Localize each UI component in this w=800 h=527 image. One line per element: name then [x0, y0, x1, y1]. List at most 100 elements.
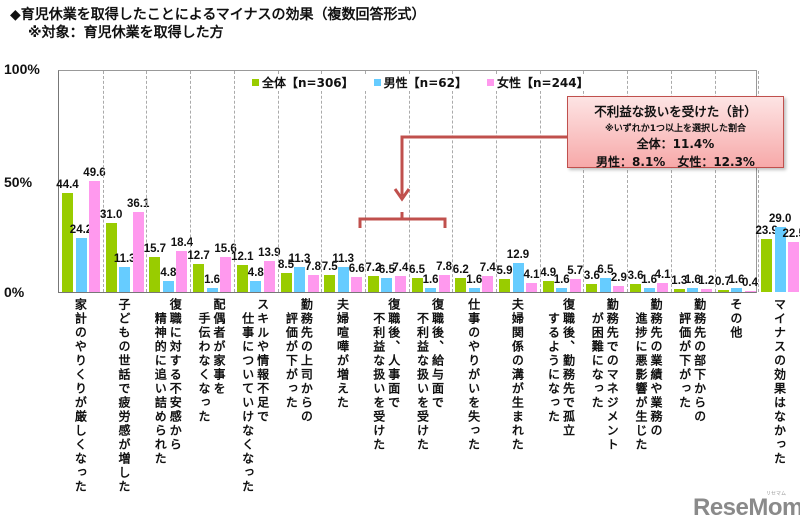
- category-divider: [670, 71, 672, 292]
- category-label-line: 家計のやりくりが厳しくなった: [73, 298, 88, 494]
- bar-value-label: 1.6: [641, 274, 658, 287]
- category-label-line: 進捗に悪影響が生じた: [633, 312, 648, 452]
- bar-female: [263, 261, 275, 292]
- category-label-line: 配偶者が家事を: [211, 298, 226, 396]
- bar-value-label: 0.4: [742, 277, 758, 290]
- chart-subtitle: ※対象：育児休業を取得した方: [28, 25, 224, 41]
- bar-value-label: 12.7: [187, 249, 210, 262]
- bar-female: [176, 250, 188, 292]
- category-label-line: 手伝わなくなった: [196, 312, 211, 424]
- callout-title: 不利益な扱いを受けた（計）: [594, 104, 757, 119]
- bar-value-label: 0.7: [715, 276, 731, 289]
- bar-total: [717, 290, 729, 292]
- category-label: 復職後、給与面で 不利益な扱いを受けた: [414, 298, 444, 452]
- bar-value-label: 6.5: [378, 263, 395, 276]
- category-label-line: するようになった: [546, 312, 561, 424]
- category-label: 家計のやりくりが厳しくなった: [72, 298, 87, 494]
- bar-total: [367, 275, 379, 292]
- bar-value-label: 1.6: [553, 274, 570, 287]
- bar-value-label: 4.9: [540, 267, 557, 280]
- bar-male: [294, 266, 305, 292]
- category-divider: [714, 71, 716, 292]
- bar-value-label: 36.1: [126, 197, 150, 210]
- bar-male: [250, 281, 262, 292]
- chart-title: ◆育児休業を取得したことによるマイナスの効果（複数回答形式）: [10, 7, 426, 23]
- bar-female: [394, 275, 406, 292]
- category-label-line: 勤務先でのマネジメント: [605, 298, 620, 452]
- category-label-line: 復職後、人事面で: [386, 298, 401, 410]
- category-divider: [277, 71, 279, 292]
- bar-total: [324, 275, 336, 292]
- category-label: その他: [728, 298, 743, 340]
- category-label-line: 評価が下がった: [677, 312, 692, 410]
- bar-value-label: 7.5: [321, 261, 338, 274]
- category-label-line: 夫婦喧嘩が増えた: [335, 298, 350, 410]
- category-divider: [496, 71, 497, 292]
- bar-female: [438, 274, 450, 292]
- bar-total: [62, 193, 73, 292]
- bar-female: [788, 241, 800, 292]
- bar-male: [599, 277, 611, 292]
- bar-total: [455, 278, 467, 292]
- bar-total: [280, 273, 292, 292]
- bar-female: [657, 282, 669, 292]
- category-label-line: 復職に対する不安感から: [168, 298, 183, 452]
- category-divider: [321, 71, 323, 292]
- bar-female: [89, 181, 100, 292]
- bar-value-label: 7.4: [479, 261, 496, 274]
- category-label-line: マイナスの効果はなかった: [772, 298, 787, 466]
- callout-note: ※いずれか1つ以上を選択した割合: [604, 124, 746, 134]
- bar-value-label: 15.6: [214, 243, 237, 256]
- bar-total: [499, 278, 510, 292]
- category-divider: [539, 71, 541, 292]
- bar-value-label: 44.4: [56, 179, 79, 191]
- category-label: 夫婦喧嘩が増えた: [335, 298, 350, 410]
- bar-value-label: 6.2: [452, 264, 469, 277]
- bar-male: [687, 288, 699, 292]
- category-label: マイナスの効果はなかった: [772, 298, 787, 466]
- bar-value-label: 7.8: [305, 260, 321, 273]
- category-label: 勤務先の部下からの 評価が下がった: [677, 298, 707, 424]
- bar-value-label: 4.8: [247, 267, 264, 280]
- category-label-line: 勤務先の業績や業務の: [648, 298, 663, 438]
- category-label-line: 不利益な扱いを受けた: [415, 312, 430, 452]
- category-label-line: 復職後、給与面で: [430, 298, 445, 410]
- plot-area: 44.4 24.2 49.6 31.0 11.3 36.1 15.7 4.8 18.4 12.7 1…: [56, 70, 800, 293]
- bar-female: [700, 289, 712, 292]
- category-label: スキルや情報不足で 仕事についていけなくなった: [240, 298, 270, 494]
- category-label-line: 仕事のやりがいを失った: [466, 298, 481, 452]
- bar-value-label: 4.8: [160, 267, 177, 280]
- category-label-line: 夫婦関係の溝が生まれた: [510, 298, 525, 452]
- bar-value-label: 3.6: [583, 269, 600, 282]
- y-tick-100: 100%: [4, 61, 40, 77]
- category-label-line: 仕事についていけなくなった: [240, 312, 255, 494]
- legend-item: 女性【n=244】: [486, 74, 589, 91]
- bar-male: [337, 266, 349, 292]
- category-divider: [627, 71, 629, 292]
- bar-value-label: 6.6: [348, 263, 365, 276]
- category-divider: [102, 71, 104, 292]
- category-label-line: 勤務先の上司からの: [299, 298, 314, 424]
- category-label-line: 精神的に追い詰められた: [153, 312, 168, 466]
- category-label-line: 不利益な扱いを受けた: [371, 312, 386, 452]
- callout-box: 不利益な扱いを受けた（計） ※いずれか1つ以上を選択した割合 全体：11.4% …: [567, 96, 784, 169]
- bar-male: [468, 288, 480, 292]
- bar-value-label: 49.6: [83, 167, 106, 180]
- category-divider: [452, 71, 454, 292]
- category-divider: [408, 71, 410, 292]
- bar-female: [569, 279, 581, 292]
- bar-male: [774, 227, 786, 292]
- legend-label: 全体【n=306】: [262, 76, 354, 90]
- category-divider: [364, 71, 366, 292]
- bar-male: [512, 263, 524, 292]
- bar-female: [220, 257, 232, 292]
- bar-total: [761, 238, 773, 292]
- category-divider: [583, 71, 585, 292]
- bar-value-label: 1.6: [204, 274, 221, 287]
- legend-swatch-icon: [486, 79, 494, 86]
- bar-male: [162, 281, 174, 292]
- bar-total: [630, 283, 642, 292]
- category-label: 復職に対する不安感から 精神的に追い詰められた: [152, 298, 182, 466]
- bar-total: [236, 265, 248, 292]
